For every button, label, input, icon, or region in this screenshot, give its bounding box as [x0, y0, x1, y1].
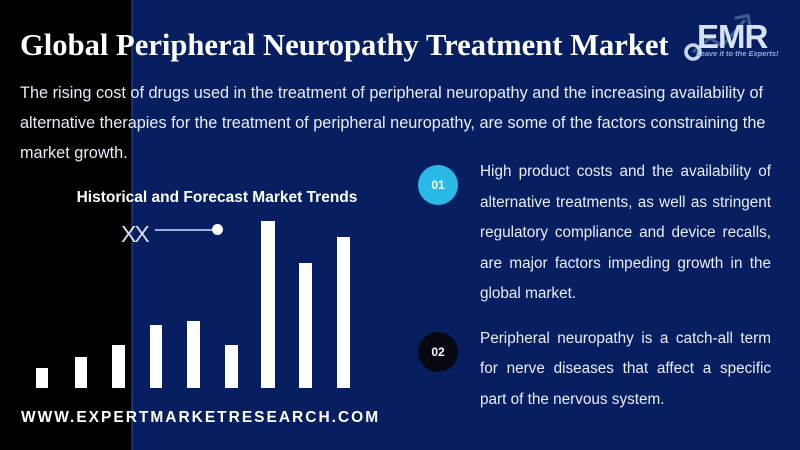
svg-text:Leave it to the Experts!: Leave it to the Experts! — [696, 49, 779, 58]
